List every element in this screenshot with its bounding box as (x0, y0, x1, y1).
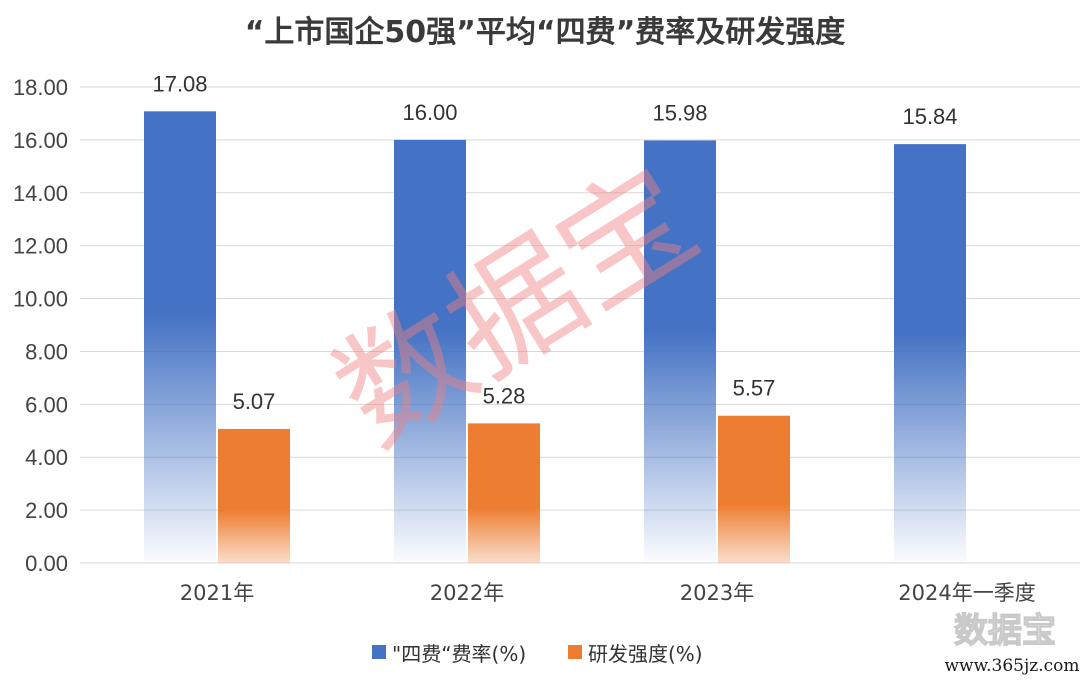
bar-series-1-3 (644, 140, 716, 563)
data-label-series-2-1: 5.07 (233, 389, 276, 414)
y-tick-label: 10.00 (13, 287, 68, 312)
bars (144, 111, 966, 563)
x-axis-categories: 2021年 2022年 2023年 2024年一季度 (180, 581, 1036, 605)
chart-title: “上市国企50强”平均“四费”费率及研发强度 (245, 15, 846, 50)
y-tick-label: 16.00 (13, 128, 68, 153)
data-label-series-2-3: 5.57 (733, 376, 776, 401)
bar-series-2-2 (468, 423, 540, 563)
legend-swatch-series-2 (568, 645, 582, 659)
y-tick-label: 14.00 (13, 181, 68, 206)
y-tick-label: 4.00 (25, 445, 68, 470)
x-category-label: 2024年一季度 (898, 581, 1035, 605)
legend-label-series-1: "四费“费率(%) (392, 642, 526, 666)
bar-series-1-2 (394, 139, 466, 563)
y-tick-label: 2.00 (25, 498, 68, 523)
bar-series-1-4 (894, 144, 966, 563)
data-label-series-1-2: 16.00 (402, 100, 457, 125)
legend-swatch-series-1 (372, 645, 386, 659)
bar-series-1-1 (144, 111, 216, 563)
y-tick-label: 18.00 (13, 75, 68, 100)
data-labels: 17.08 5.07 16.00 5.28 15.98 5.57 15.84 (152, 71, 957, 414)
x-category-label: 2021年 (180, 581, 254, 605)
y-tick-label: 8.00 (25, 339, 68, 364)
watermark-corner-url: www.365jz.com (945, 656, 1080, 676)
legend: "四费“费率(%) 研发强度(%) (372, 642, 703, 666)
x-category-label: 2023年 (680, 581, 754, 605)
y-tick-label: 6.00 (25, 392, 68, 417)
legend-label-series-2: 研发强度(%) (588, 642, 703, 666)
data-label-series-1-1: 17.08 (152, 71, 207, 96)
x-category-label: 2022年 (430, 581, 504, 605)
data-label-series-2-2: 5.28 (483, 383, 526, 408)
bar-series-2-3 (718, 415, 790, 563)
watermark-corner: 数据宝 (954, 611, 1056, 651)
data-label-series-1-4: 15.84 (902, 104, 957, 129)
y-tick-label: 0.00 (25, 551, 68, 576)
bar-series-2-1 (218, 428, 290, 563)
y-axis-ticks: 0.00 2.00 4.00 6.00 8.00 10.00 12.00 14.00 16.00… (13, 75, 68, 576)
y-tick-label: 12.00 (13, 234, 68, 259)
data-label-series-1-3: 15.98 (652, 100, 707, 125)
